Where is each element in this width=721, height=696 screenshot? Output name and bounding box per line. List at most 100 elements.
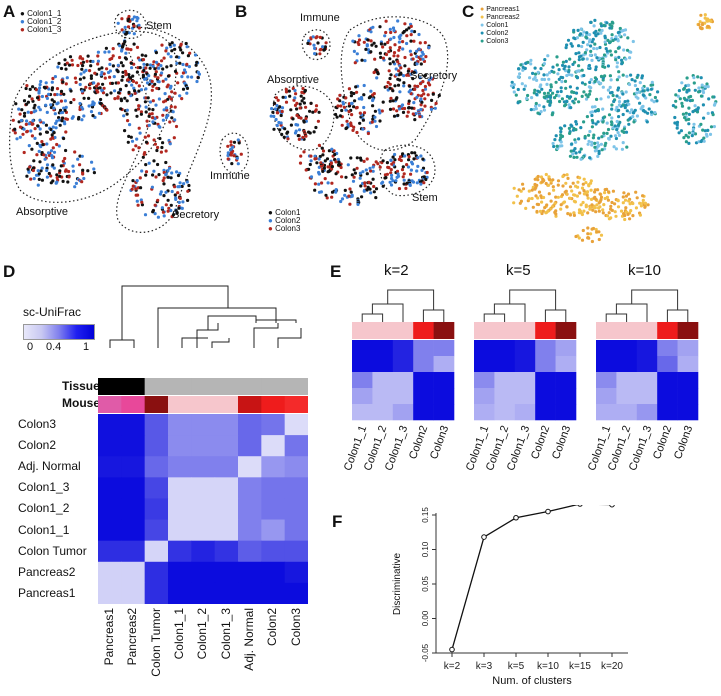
scatter-dot (65, 61, 69, 65)
scatter-dot (166, 198, 170, 202)
scatter-dot (697, 23, 701, 27)
scatter-dot (65, 117, 69, 121)
scatter-dot (89, 59, 93, 63)
scatter-dot (542, 105, 546, 109)
heatmap-cell (616, 388, 638, 405)
scatter-dot (45, 168, 49, 173)
scatter-dot (45, 130, 49, 134)
scatter-dot (179, 48, 183, 52)
scatter-dot (181, 62, 185, 67)
scatter-dot (636, 73, 640, 77)
scatter-dot (394, 179, 398, 183)
heatmap-row-label: Pancreas1 (18, 585, 76, 600)
scatter-dot (387, 69, 391, 73)
scatter-dot (116, 70, 120, 74)
scatter-dot (58, 108, 63, 112)
scatter-dot (563, 64, 567, 68)
scatter-dot (148, 63, 153, 67)
mouse-cell (168, 396, 192, 413)
scatter-dot (123, 96, 127, 100)
scatter-dot (29, 129, 33, 133)
scatter-dot (166, 175, 170, 179)
scatter-dot (621, 92, 625, 96)
scatter-dot (146, 96, 150, 100)
scatter-dot (108, 75, 112, 79)
heatmap-cell (636, 372, 658, 389)
scatter-dot (326, 181, 330, 185)
scatter-dot (597, 237, 601, 242)
scatter-dot (86, 169, 90, 173)
scatter-dot (156, 162, 160, 167)
scatter-dot (154, 175, 158, 179)
scatter-dot (164, 160, 168, 165)
heatmap-cell (677, 340, 699, 357)
scatter-dot (327, 149, 331, 153)
scatter-dot (313, 182, 317, 186)
scatter-dot (554, 134, 558, 138)
scatter-dot (614, 147, 618, 151)
scatter-dot (568, 57, 572, 61)
scatter-dot (577, 236, 581, 240)
scatter-dot (403, 22, 407, 26)
scatter-dot (567, 103, 571, 107)
scatter-dot (112, 75, 116, 79)
tissue-cell (144, 378, 169, 395)
scatter-dot (582, 189, 586, 193)
line-chart-f: -0.050.000.050.100.15k=2 k=3 k=5 k=10 k=15 k=… (392, 505, 628, 687)
scatter-dot (584, 203, 588, 207)
scatter-dot (130, 83, 134, 87)
group-color-cell (596, 322, 617, 339)
scatter-dot (617, 70, 621, 74)
scatter-dot (607, 211, 611, 215)
scatter-dot (67, 175, 71, 179)
scatter-dot (405, 181, 409, 185)
scatter-dot (430, 98, 434, 102)
cluster-label-stem-b: Stem (412, 192, 438, 204)
scatter-dot (134, 81, 139, 85)
heatmap-cell (433, 372, 455, 389)
scatter-dot (532, 107, 536, 112)
scatter-dot (226, 153, 230, 158)
scatter-dot (160, 59, 164, 63)
group-color-cell (657, 322, 678, 339)
scatter-dot (166, 97, 170, 101)
scatter-dot (701, 128, 705, 132)
scatter-dot (622, 191, 626, 195)
scatter-dot (362, 189, 366, 193)
scatter-dot (229, 140, 233, 144)
scatter-dot (372, 92, 376, 96)
scatter-dot (166, 169, 170, 173)
scatter-dot (364, 168, 368, 172)
scatter-dot (96, 90, 100, 94)
scatter-dot (675, 126, 679, 130)
heatmap-cell (238, 582, 262, 604)
scatter-dot (568, 95, 573, 99)
scatter-dot (81, 172, 85, 176)
scatter-dot (373, 119, 377, 123)
heatmap-cell (352, 340, 373, 357)
scatter-dot (156, 76, 160, 80)
heatmap-cell (284, 477, 308, 499)
scatter-dot (599, 74, 604, 78)
scatter-dot (563, 190, 567, 194)
scatter-dot (598, 199, 602, 204)
heatmap-cell (238, 540, 262, 563)
scatter-dot (105, 67, 109, 71)
scatter-dot (232, 140, 237, 144)
scatter-dot (304, 105, 308, 109)
scatter-dot (342, 105, 346, 109)
scatter-dot (153, 142, 157, 146)
scatter-dot (46, 151, 51, 155)
scatter-dot (433, 106, 437, 110)
scatter-dot (564, 46, 568, 50)
scatter-dot (400, 168, 405, 172)
scatter-dot (678, 97, 682, 101)
scatter-dot (608, 23, 612, 27)
scatter-dot (420, 168, 424, 172)
scatter-dot (119, 107, 123, 111)
scatter-dot (380, 109, 384, 113)
scatter-dot (147, 114, 151, 118)
heatmap-cell (214, 456, 239, 478)
scatter-dot (548, 177, 552, 182)
x-tick-label: k=10 (537, 661, 559, 672)
